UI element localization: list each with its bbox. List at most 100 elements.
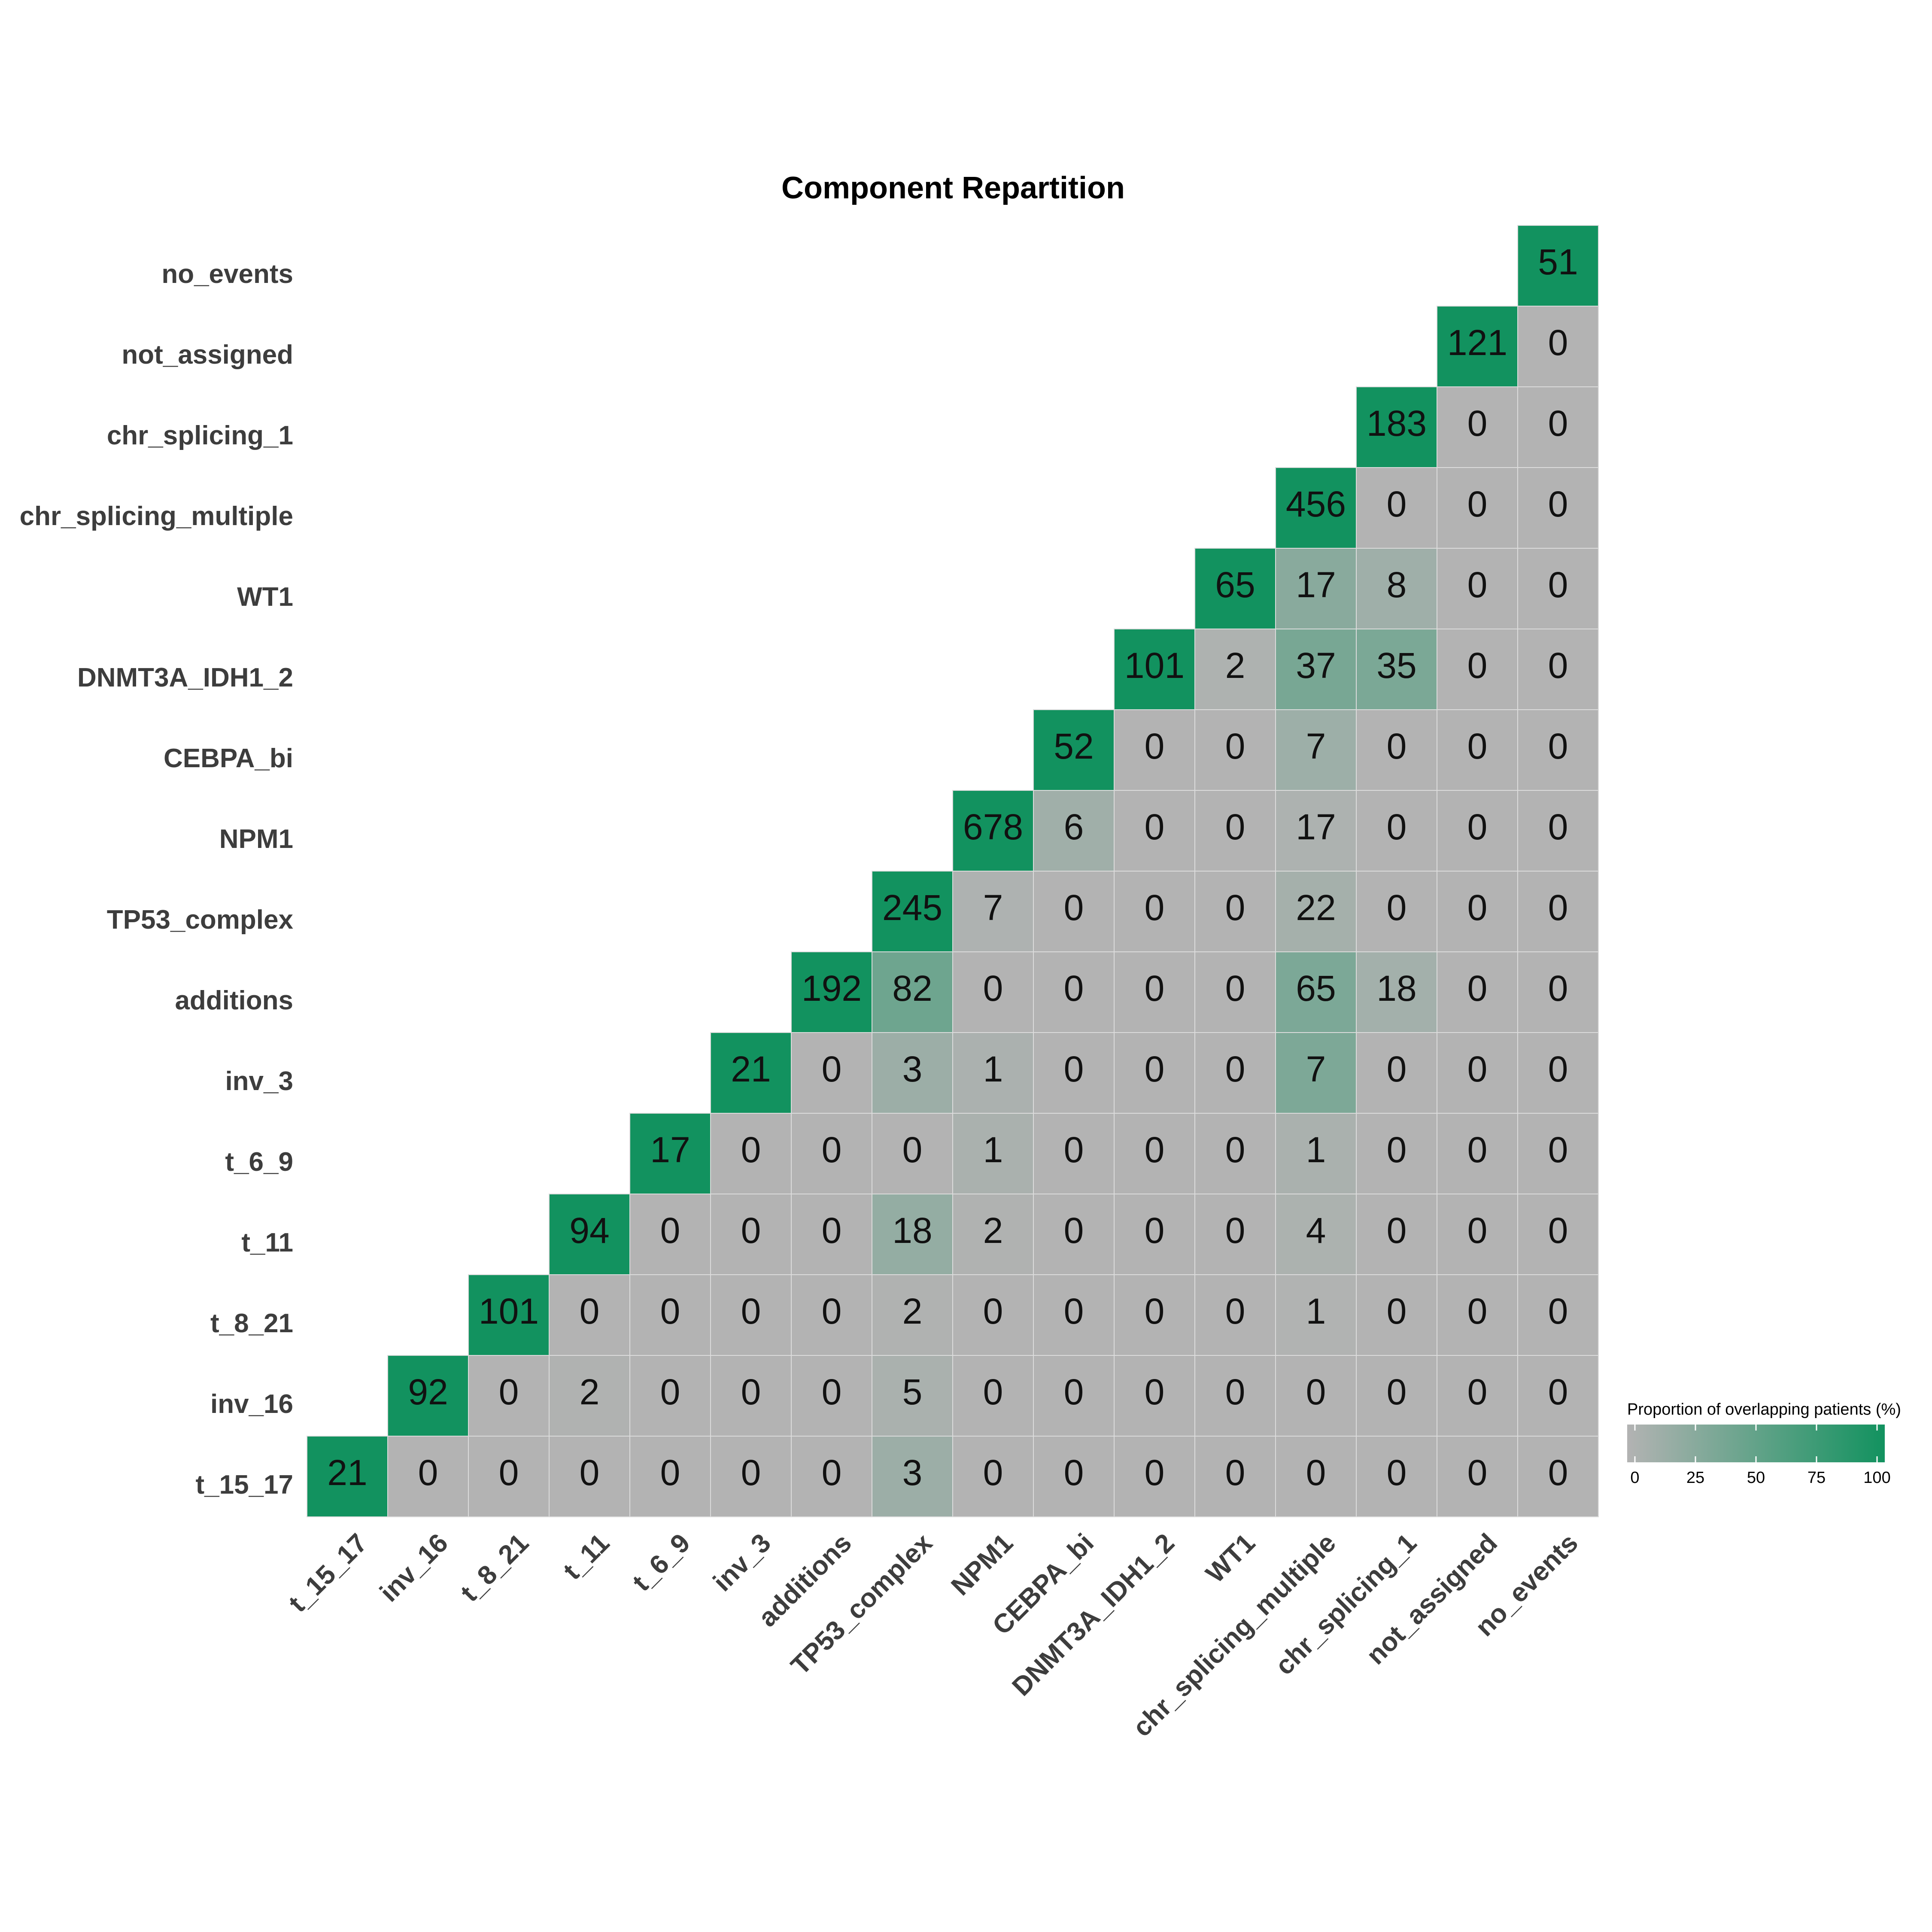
heatmap-cell: [1275, 548, 1357, 629]
cell-value: 0: [1064, 1130, 1084, 1170]
heatmap-cell: [629, 1113, 711, 1194]
cell-value: 0: [1225, 1049, 1245, 1089]
cell-value: 0: [1548, 887, 1568, 928]
legend-tick-label: 100: [1863, 1469, 1890, 1487]
cell-value: 0: [1467, 1291, 1488, 1331]
heatmap-cell: [1275, 871, 1357, 952]
y-tick-label: NPM1: [219, 824, 293, 854]
heatmap-cell: [1194, 1355, 1276, 1437]
cell-value: 52: [1054, 726, 1094, 766]
y-tick-label: not_assigned: [122, 340, 293, 370]
heatmap-cell: [791, 951, 872, 1033]
cell-value: 0: [1548, 403, 1568, 444]
heatmap-cell: [1356, 1355, 1437, 1437]
cell-value: 65: [1215, 565, 1255, 605]
heatmap-cell: [1517, 951, 1599, 1033]
cell-value: 0: [1145, 807, 1165, 847]
y-tick-label: t_15_17: [195, 1470, 293, 1500]
cell-value: 1: [983, 1130, 1003, 1170]
heatmap-cell: [1437, 386, 1518, 468]
heatmap-cell: [872, 1194, 953, 1275]
cell-value: 0: [1548, 645, 1568, 686]
y-tick-label: additions: [175, 986, 293, 1015]
cell-value: 0: [1548, 1049, 1568, 1089]
cell-value: 0: [1064, 1210, 1084, 1251]
y-tick-label: t_8_21: [210, 1309, 293, 1338]
heatmap-cell: [710, 1274, 792, 1356]
cell-value: 0: [1548, 322, 1568, 363]
heatmap-cell: [952, 1032, 1034, 1114]
cell-value: 0: [1467, 887, 1488, 928]
cell-value: 0: [1467, 726, 1488, 766]
heatmap-cell: [1275, 1113, 1357, 1194]
heatmap-cell: [1275, 790, 1357, 872]
cell-value: 0: [1467, 1210, 1488, 1251]
heatmap-cell: [1517, 386, 1599, 468]
heatmap-cell: [1114, 709, 1195, 791]
cell-value: 0: [1145, 1130, 1165, 1170]
x-axis-labels: t_15_17 inv_16 t_8_21 t_11 t_6_9 inv_3additio…: [283, 1528, 1584, 1743]
y-tick-label: inv_3: [225, 1066, 293, 1096]
x-tick-label: WT1: [1200, 1528, 1261, 1589]
cell-value: 6: [1064, 807, 1084, 847]
heatmap-cell: [1194, 1032, 1276, 1114]
cell-value: 0: [1548, 1130, 1568, 1170]
y-axis-labels: t_15_17 inv_16 t_8_21 t_11 t_6_9 inv_3 additio…: [20, 259, 294, 1500]
heatmap-cell: [1517, 1032, 1599, 1114]
heatmap-cell: [1356, 386, 1437, 468]
cell-value: 0: [1467, 968, 1488, 1009]
cell-value: 0: [1548, 1452, 1568, 1493]
y-tick-label: no_events: [161, 259, 293, 289]
x-tick-label: inv_16: [374, 1528, 454, 1607]
cell-value: 0: [1387, 1210, 1407, 1251]
heatmap-cell: [1033, 790, 1115, 872]
heatmap-cell: [791, 1032, 872, 1114]
cell-value: 192: [802, 968, 862, 1009]
heatmap-cell: [1114, 871, 1195, 952]
heatmap-cell: [952, 1436, 1034, 1517]
heatmap-cell: [1517, 467, 1599, 549]
legend-title: Proportion of overlapping patients (%): [1627, 1400, 1901, 1419]
cell-value: 0: [1467, 807, 1488, 847]
heatmap-cell: [1275, 1355, 1357, 1437]
cell-value: 0: [1225, 1130, 1245, 1170]
heatmap-cell: [387, 1436, 469, 1517]
cell-value: 0: [1387, 1372, 1407, 1412]
cell-value: 37: [1296, 645, 1336, 686]
heatmap-cell: [791, 1274, 872, 1356]
heatmap-cell: [1194, 790, 1276, 872]
heatmap-cell: [952, 951, 1034, 1033]
cell-value: 0: [1467, 403, 1488, 444]
cell-value: 0: [1548, 1372, 1568, 1412]
cell-value: 0: [983, 1452, 1003, 1493]
cell-value: 0: [1548, 1291, 1568, 1331]
cell-value: 0: [902, 1130, 923, 1170]
cell-value: 0: [1467, 565, 1488, 605]
cell-value: 18: [892, 1210, 932, 1251]
cell-value: 0: [1548, 726, 1568, 766]
cell-value: 0: [822, 1130, 842, 1170]
heatmap-cell: [1033, 1113, 1115, 1194]
cell-value: 0: [1225, 807, 1245, 847]
cell-value: 7: [983, 887, 1003, 928]
heatmap-cell: [952, 871, 1034, 952]
heatmap-cell: [549, 1355, 630, 1437]
cell-value: 0: [1145, 1452, 1165, 1493]
heatmap-cell: [1194, 1274, 1276, 1356]
cell-value: 0: [1145, 887, 1165, 928]
heatmap-cell: [1194, 951, 1276, 1033]
heatmap-cell: [1275, 1194, 1357, 1275]
heatmap-cell: [1437, 1194, 1518, 1275]
y-tick-label: TP53_complex: [107, 905, 294, 935]
cell-value: 21: [731, 1049, 771, 1089]
cell-value: 0: [1306, 1452, 1326, 1493]
heatmap-cell: [1517, 790, 1599, 872]
heatmap-cell: [791, 1113, 872, 1194]
heatmap-cell: [710, 1194, 792, 1275]
heatmap-cell: [1517, 548, 1599, 629]
heatmap-cell: [1437, 548, 1518, 629]
cell-value: 8: [1387, 565, 1407, 605]
cell-value: 0: [741, 1291, 761, 1331]
cell-value: 183: [1367, 403, 1427, 444]
